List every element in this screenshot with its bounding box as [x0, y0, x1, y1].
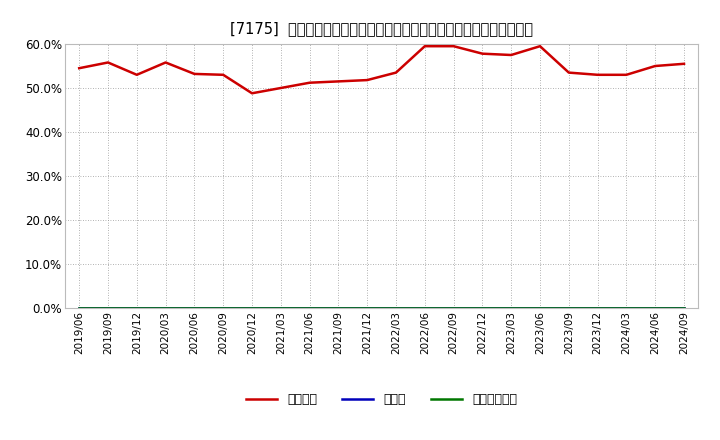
自己資本 — [392, 70, 400, 75]
繰延税金資産 — [219, 305, 228, 311]
繰延税金資産 — [75, 305, 84, 311]
自己資本 — [248, 91, 256, 96]
自己資本 — [132, 72, 141, 77]
のれん — [161, 305, 170, 311]
自己資本 — [305, 80, 314, 85]
自己資本 — [536, 44, 544, 49]
のれん — [392, 305, 400, 311]
のれん — [564, 305, 573, 311]
繰延税金資産 — [593, 305, 602, 311]
のれん — [219, 305, 228, 311]
のれん — [190, 305, 199, 311]
自己資本 — [680, 61, 688, 66]
繰延税金資産 — [132, 305, 141, 311]
繰延税金資産 — [305, 305, 314, 311]
繰延税金資産 — [651, 305, 660, 311]
自己資本 — [161, 60, 170, 65]
のれん — [132, 305, 141, 311]
繰延税金資産 — [478, 305, 487, 311]
自己資本 — [622, 72, 631, 77]
自己資本 — [334, 79, 343, 84]
自己資本 — [478, 51, 487, 56]
自己資本 — [75, 66, 84, 71]
のれん — [651, 305, 660, 311]
自己資本 — [651, 63, 660, 69]
のれん — [593, 305, 602, 311]
自己資本 — [449, 44, 458, 49]
のれん — [334, 305, 343, 311]
繰延税金資産 — [622, 305, 631, 311]
繰延税金資産 — [161, 305, 170, 311]
のれん — [305, 305, 314, 311]
繰延税金資産 — [564, 305, 573, 311]
繰延税金資産 — [420, 305, 429, 311]
繰延税金資産 — [334, 305, 343, 311]
自己資本 — [507, 52, 516, 58]
繰延税金資産 — [104, 305, 112, 311]
のれん — [276, 305, 285, 311]
繰延税金資産 — [392, 305, 400, 311]
自己資本 — [363, 77, 372, 83]
のれん — [478, 305, 487, 311]
のれん — [449, 305, 458, 311]
自己資本 — [104, 60, 112, 65]
Legend: 自己資本, のれん, 繰延税金資産: 自己資本, のれん, 繰延税金資産 — [241, 388, 522, 411]
自己資本 — [593, 72, 602, 77]
繰延税金資産 — [680, 305, 688, 311]
のれん — [680, 305, 688, 311]
のれん — [363, 305, 372, 311]
繰延税金資産 — [276, 305, 285, 311]
繰延税金資産 — [507, 305, 516, 311]
のれん — [104, 305, 112, 311]
繰延税金資産 — [363, 305, 372, 311]
のれん — [507, 305, 516, 311]
自己資本 — [219, 72, 228, 77]
繰延税金資産 — [248, 305, 256, 311]
のれん — [75, 305, 84, 311]
のれん — [420, 305, 429, 311]
自己資本 — [564, 70, 573, 75]
自己資本 — [420, 44, 429, 49]
のれん — [248, 305, 256, 311]
繰延税金資産 — [190, 305, 199, 311]
Title: [7175]  自己資本、のれん、繰延税金資産の総資産に対する比率の推移: [7175] 自己資本、のれん、繰延税金資産の総資産に対する比率の推移 — [230, 21, 533, 36]
繰延税金資産 — [536, 305, 544, 311]
自己資本 — [190, 71, 199, 77]
のれん — [622, 305, 631, 311]
繰延税金資産 — [449, 305, 458, 311]
のれん — [536, 305, 544, 311]
自己資本 — [276, 85, 285, 91]
Line: 自己資本: 自己資本 — [79, 46, 684, 93]
